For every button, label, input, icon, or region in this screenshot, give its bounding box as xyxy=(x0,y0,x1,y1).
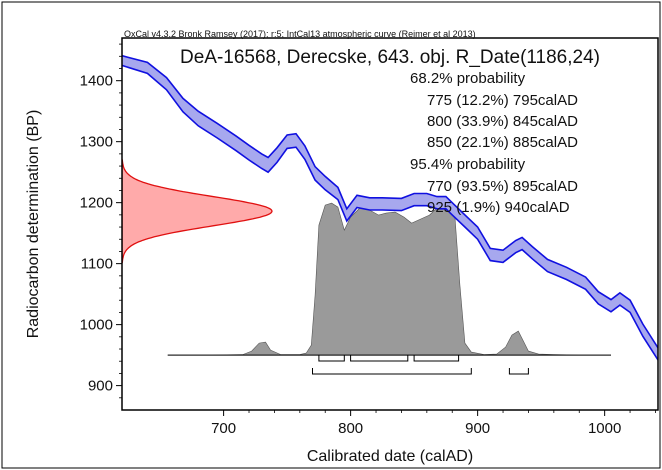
chart-title: DeA-16568, Derecske, 643. obj. R_Date(11… xyxy=(180,47,600,68)
x-axis-label: Calibrated date (calAD) xyxy=(307,448,473,465)
y-tick-label-900: 900 xyxy=(88,378,113,395)
calibration-band xyxy=(122,55,658,360)
prob-line-6: 925 (1.9%) 940calAD xyxy=(427,199,570,216)
y-tick-label-1300: 1300 xyxy=(80,134,113,151)
prob-line-5: 770 (93.5%) 895calAD xyxy=(427,178,578,195)
x-tick-label-700: 700 xyxy=(211,420,236,437)
axis-layer: 700 800 900 1000 900 1000 1100 1200 1300 1400 xyxy=(80,43,656,437)
calibration-lower-line xyxy=(122,64,658,361)
x-tick-label-900: 900 xyxy=(465,420,490,437)
posterior-distribution xyxy=(167,202,611,356)
y-axis-label: Radiocarbon determination (BP) xyxy=(25,110,42,339)
prob-line-1: 775 (12.2%) 795calAD xyxy=(427,92,578,109)
y-tick-label-1200: 1200 xyxy=(80,195,113,212)
y-tick-label-1000: 1000 xyxy=(80,317,113,334)
range-95-bracket-1 xyxy=(508,368,529,375)
y-tick-label-1100: 1100 xyxy=(81,256,113,273)
chart-header: OxCal v4.3.2 Bronk Ramsey (2017); r:5; I… xyxy=(124,29,476,39)
plot-frame xyxy=(121,37,659,411)
range-68-bracket-2 xyxy=(413,355,460,362)
range-68-bracket-0 xyxy=(318,355,345,362)
prob-line-0: 68.2% probability xyxy=(410,70,526,87)
calibration-upper-line xyxy=(122,54,658,349)
y-tick-label-1400: 1400 xyxy=(80,73,113,90)
radiocarbon-date-distribution xyxy=(122,159,273,264)
prob-line-2: 800 (33.9%) 845calAD xyxy=(427,113,578,130)
prob-line-3: 850 (22.1%) 885calAD xyxy=(427,134,578,151)
x-tick-label-1000: 1000 xyxy=(588,420,621,437)
prob-line-4: 95.4% probability xyxy=(410,156,526,173)
range-68-bracket-1 xyxy=(350,355,409,362)
range-95-bracket-0 xyxy=(312,368,472,375)
plot-layer xyxy=(122,54,658,375)
x-tick-label-800: 800 xyxy=(338,420,363,437)
